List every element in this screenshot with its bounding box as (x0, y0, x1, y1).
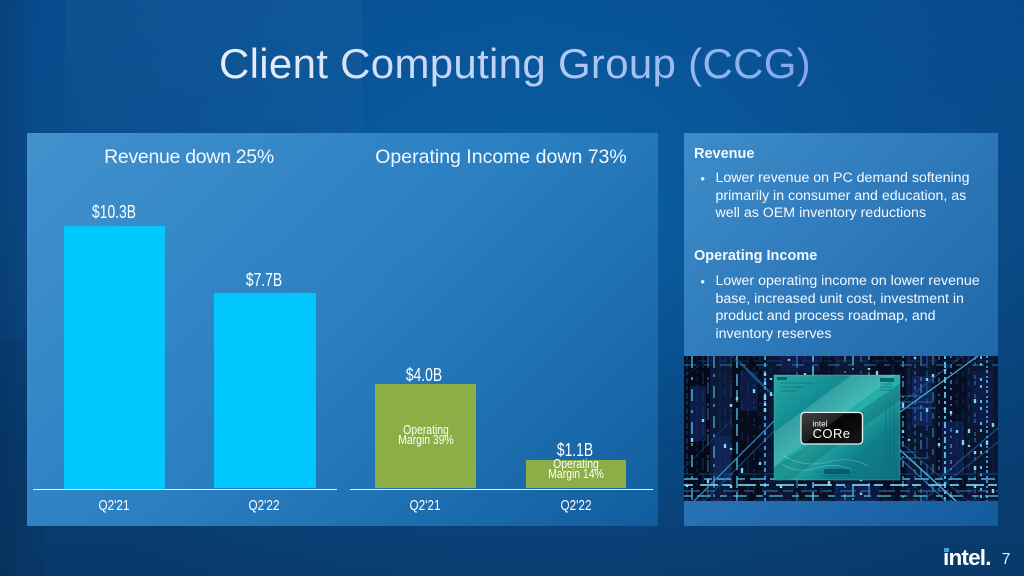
svg-text:CORe: CORe (813, 426, 851, 441)
svg-text:intel: intel (813, 420, 828, 429)
